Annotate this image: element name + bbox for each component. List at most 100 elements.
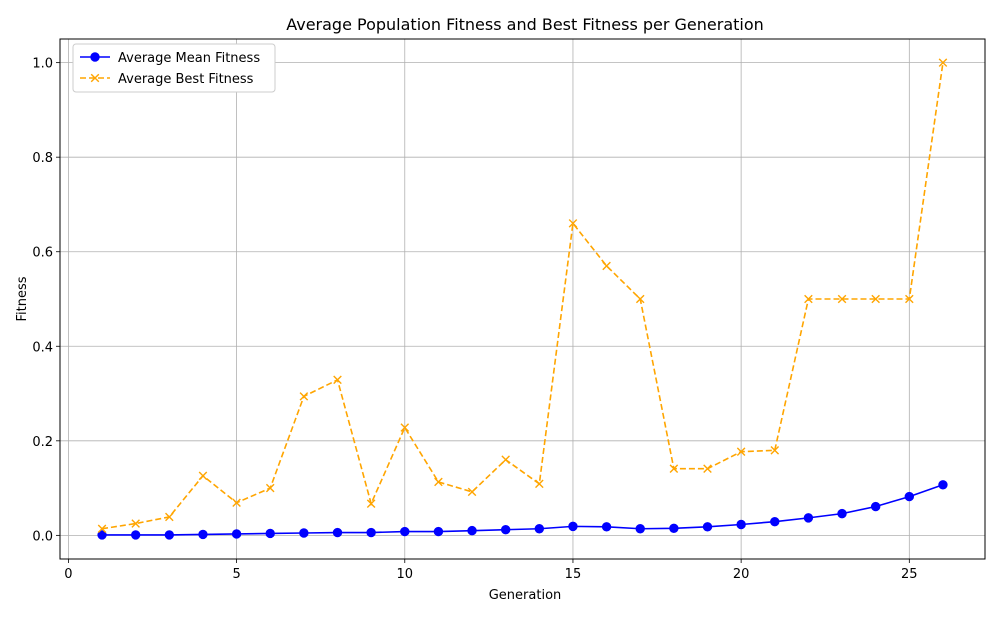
x-tick-label: 0 bbox=[64, 567, 72, 582]
marker-stroke bbox=[131, 519, 140, 528]
series-mean-fitness bbox=[97, 480, 948, 540]
data-point bbox=[501, 455, 510, 465]
y-tick-label: 0.0 bbox=[32, 529, 53, 544]
data-point bbox=[635, 294, 645, 304]
legend-marker-best bbox=[90, 73, 100, 83]
marker-stroke bbox=[938, 58, 948, 67]
marker-stroke bbox=[602, 261, 611, 271]
data-point bbox=[97, 524, 107, 534]
data-point bbox=[938, 58, 948, 67]
x-tick-label: 20 bbox=[733, 567, 750, 582]
data-point bbox=[837, 294, 847, 304]
data-point bbox=[131, 519, 140, 528]
data-point bbox=[164, 530, 175, 540]
marker-stroke bbox=[535, 479, 544, 489]
data-point bbox=[265, 528, 275, 539]
marker-stroke bbox=[232, 498, 241, 508]
series-line bbox=[101, 62, 944, 530]
x-tick-label: 5 bbox=[232, 567, 240, 582]
data-point bbox=[332, 527, 343, 538]
x-tick-label: 15 bbox=[565, 567, 582, 582]
data-point bbox=[702, 522, 713, 532]
data-point bbox=[333, 375, 342, 385]
marker-stroke bbox=[299, 392, 309, 401]
plot-frame bbox=[59, 38, 986, 560]
marker-stroke bbox=[265, 483, 275, 493]
series-line bbox=[102, 484, 944, 536]
data-point bbox=[400, 526, 410, 537]
data-point bbox=[534, 524, 545, 534]
chart-title: Average Population Fitness and Best Fitn… bbox=[286, 15, 764, 34]
data-point bbox=[299, 528, 309, 538]
data-point bbox=[400, 423, 410, 432]
marker-stroke bbox=[165, 512, 174, 522]
marker-stroke bbox=[467, 487, 477, 497]
legend-label-mean: Average Mean Fitness bbox=[118, 51, 260, 66]
data-point bbox=[366, 499, 376, 508]
data-point bbox=[366, 527, 376, 538]
legend-marker-symbol bbox=[90, 73, 100, 83]
marker-stroke bbox=[770, 445, 780, 455]
data-point bbox=[837, 508, 847, 519]
y-tick-label: 0.6 bbox=[32, 246, 53, 261]
marker-stroke bbox=[905, 294, 914, 304]
data-point bbox=[535, 479, 544, 489]
data-point bbox=[434, 477, 443, 487]
data-point bbox=[938, 480, 948, 490]
legend-marker-mean bbox=[90, 52, 100, 62]
y-tick-label: 0.8 bbox=[32, 151, 53, 166]
data-point bbox=[568, 521, 578, 532]
data-point bbox=[870, 501, 881, 512]
marker-stroke bbox=[635, 294, 645, 304]
marker-stroke bbox=[90, 73, 100, 83]
marker-stroke bbox=[97, 524, 107, 534]
marker-stroke bbox=[804, 294, 813, 304]
data-point bbox=[467, 525, 477, 536]
data-point bbox=[804, 294, 813, 304]
x-tick-label: 10 bbox=[396, 567, 413, 582]
data-point bbox=[130, 530, 141, 540]
data-point bbox=[602, 261, 611, 271]
data-point bbox=[433, 526, 444, 537]
axis-ticks: 0 5 10 15 20 25 0.0 0.2 0.4 0.6 0.8 1.0 bbox=[32, 57, 917, 582]
marker-stroke bbox=[837, 294, 847, 304]
marker-stroke bbox=[400, 423, 410, 432]
legend-marker-symbol bbox=[90, 52, 100, 62]
marker-stroke bbox=[333, 375, 342, 385]
data-point bbox=[198, 529, 208, 540]
data-point bbox=[601, 522, 612, 532]
marker-stroke bbox=[871, 294, 880, 304]
data-point bbox=[500, 524, 511, 535]
data-point bbox=[265, 483, 275, 493]
marker-stroke bbox=[703, 464, 712, 474]
series-layer bbox=[97, 58, 948, 540]
data-point bbox=[736, 519, 746, 530]
y-tick-label: 0.2 bbox=[32, 435, 53, 450]
marker-stroke bbox=[198, 471, 208, 481]
data-point bbox=[703, 464, 712, 474]
legend: Average Mean Fitness Average Best Fitnes… bbox=[72, 43, 276, 93]
marker-stroke bbox=[366, 499, 376, 508]
y-tick-label: 0.4 bbox=[32, 340, 53, 355]
y-axis-label: Fitness bbox=[15, 276, 30, 321]
data-point bbox=[905, 294, 914, 304]
data-point bbox=[165, 512, 174, 522]
data-point bbox=[770, 445, 780, 455]
x-tick-label: 25 bbox=[901, 567, 918, 582]
data-point bbox=[568, 219, 578, 228]
data-point bbox=[635, 524, 645, 534]
data-point bbox=[231, 529, 242, 539]
marker-stroke bbox=[568, 219, 578, 228]
legend-box bbox=[72, 43, 276, 93]
marker-stroke bbox=[669, 464, 679, 474]
data-point bbox=[669, 464, 679, 474]
data-point bbox=[232, 498, 241, 508]
data-point bbox=[904, 491, 915, 502]
data-point bbox=[669, 523, 679, 533]
y-tick-label: 1.0 bbox=[32, 57, 53, 72]
data-point bbox=[871, 294, 880, 304]
data-point bbox=[736, 447, 746, 456]
data-point bbox=[97, 530, 107, 540]
x-axis-label: Generation bbox=[489, 588, 562, 603]
